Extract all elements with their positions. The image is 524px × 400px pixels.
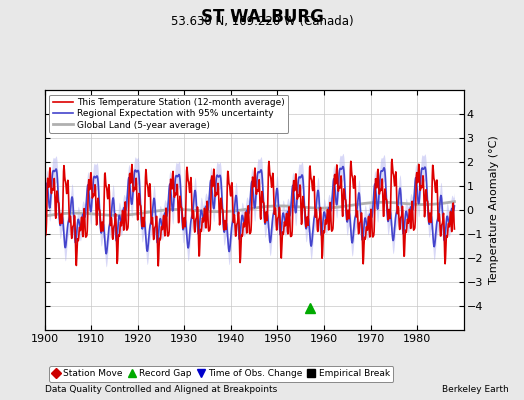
Text: Data Quality Controlled and Aligned at Breakpoints: Data Quality Controlled and Aligned at B… — [45, 385, 277, 394]
Text: 53.630 N, 109.220 W (Canada): 53.630 N, 109.220 W (Canada) — [171, 15, 353, 28]
Text: ST WALBURG: ST WALBURG — [201, 8, 323, 26]
Y-axis label: Temperature Anomaly (°C): Temperature Anomaly (°C) — [488, 136, 498, 284]
Legend: Station Move, Record Gap, Time of Obs. Change, Empirical Break: Station Move, Record Gap, Time of Obs. C… — [49, 366, 394, 382]
Text: Berkeley Earth: Berkeley Earth — [442, 385, 508, 394]
